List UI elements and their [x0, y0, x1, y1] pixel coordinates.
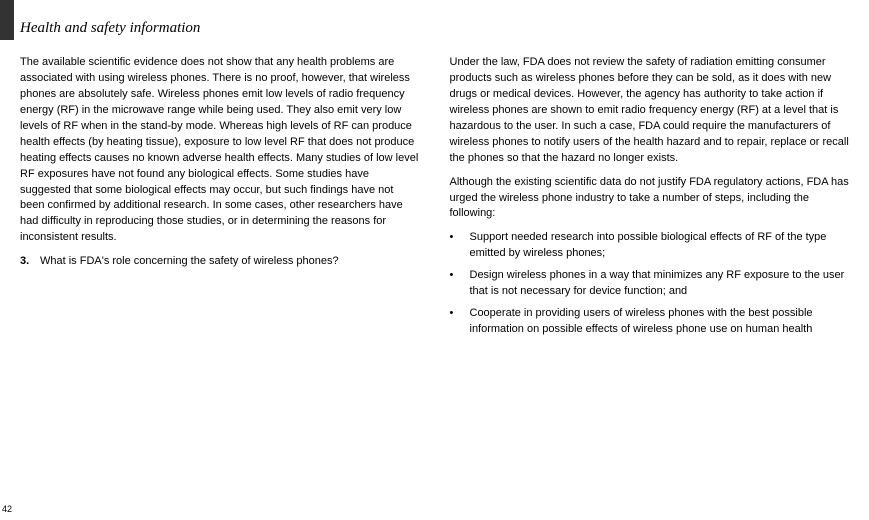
left-column: The available scientific evidence does n… — [20, 55, 420, 344]
bullet-text: Cooperate in providing users of wireless… — [470, 306, 850, 338]
numbered-question: 3. What is FDA's role concerning the saf… — [20, 254, 420, 270]
bullet-char: • — [450, 306, 470, 338]
body-paragraph: Under the law, FDA does not review the s… — [450, 55, 850, 167]
bullet-item: • Support needed research into possible … — [450, 230, 850, 262]
header-accent-bar — [0, 0, 14, 40]
question-number: 3. — [20, 254, 40, 270]
page-number: 42 — [2, 504, 12, 514]
body-paragraph: Although the existing scientific data do… — [450, 175, 850, 223]
bullet-text: Design wireless phones in a way that min… — [470, 268, 850, 300]
bullet-char: • — [450, 230, 470, 262]
bullet-char: • — [450, 268, 470, 300]
section-title: Health and safety information — [20, 20, 200, 37]
bullet-text: Support needed research into possible bi… — [470, 230, 850, 262]
right-column: Under the law, FDA does not review the s… — [450, 55, 850, 344]
question-text: What is FDA's role concerning the safety… — [40, 254, 420, 270]
bullet-item: • Cooperate in providing users of wirele… — [450, 306, 850, 338]
bullet-item: • Design wireless phones in a way that m… — [450, 268, 850, 300]
body-paragraph: The available scientific evidence does n… — [20, 55, 420, 246]
content-area: The available scientific evidence does n… — [20, 55, 849, 344]
